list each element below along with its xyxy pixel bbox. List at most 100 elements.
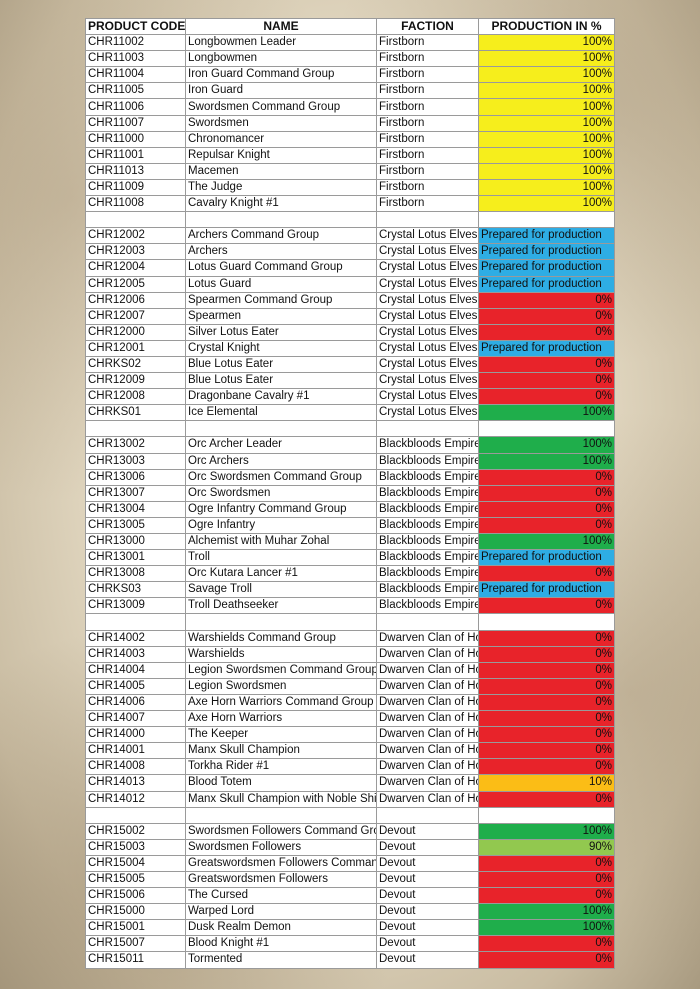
product-code-cell: CHR14012 [85,790,186,808]
faction-cell: Devout [376,951,479,969]
name-cell: Orc Swordsmen [185,484,377,502]
name-cell: Orc Kutara Lancer #1 [185,565,377,583]
product-code-cell: CHR15002 [85,822,186,840]
name-cell: Spearmen [185,307,377,325]
product-code-cell: CHR12003 [85,243,186,261]
faction-cell: Firstborn [376,50,479,68]
name-cell: The Judge [185,178,377,197]
product-code-cell: CHR14004 [85,661,186,679]
product-code-cell: CHR13008 [85,565,186,583]
production-cell: 0% [478,661,615,679]
product-code-cell: CHR15003 [85,838,186,856]
faction-cell: Blackbloods Empire [376,484,479,502]
name-cell: Axe Horn Warriors Command Group [185,693,377,712]
name-cell: Blue Lotus Eater [185,355,377,374]
name-cell: Dragonbane Cavalry #1 [185,388,377,406]
name-cell: Swordsmen [185,114,377,132]
production-cell: 90% [478,838,615,856]
table-row: CHR11000 Chronomancer Firstborn 100% [85,130,615,148]
name-cell: Orc Archer Leader [185,436,377,454]
name-cell: Ogre Infantry [185,516,377,535]
empty-cell [478,211,615,229]
name-cell: Longbowmen Leader [185,34,377,52]
table-row: CHR15003 Swordsmen Followers Devout 90% [85,838,615,856]
name-cell: Orc Swordsmen Command Group [185,468,377,486]
product-code-cell: CHR12004 [85,259,186,277]
table-row: CHR15011 Tormented Devout 0% [85,951,615,969]
production-cell: 100% [478,114,615,132]
product-code-cell: CHR15005 [85,870,186,889]
production-cell: 0% [478,468,615,486]
faction-cell: Blackbloods Empire [376,452,479,470]
faction-cell: Blackbloods Empire [376,436,479,454]
name-cell: Archers Command Group [185,227,377,245]
name-cell: Blood Knight #1 [185,935,377,953]
table-row: CHR15000 Warped Lord Devout 100% [85,903,615,921]
product-code-cell: CHR14000 [85,726,186,744]
table-row: CHR12002 Archers Command Group Crystal Lot… [85,227,615,245]
name-cell: The Keeper [185,726,377,744]
name-cell: Lotus Guard Command Group [185,259,377,277]
production-cell: 100% [478,532,615,551]
product-code-cell: CHRKS01 [85,404,186,422]
production-cell: Prepared for production [478,227,615,245]
production-cell: 0% [478,484,615,502]
production-cell: 100% [478,50,615,68]
product-code-cell: CHR15007 [85,935,186,953]
production-cell: Prepared for production [478,581,615,599]
production-table: PRODUCT CODE NAME FACTION PRODUCTION IN … [85,17,615,969]
production-cell: 100% [478,452,615,470]
production-cell: 0% [478,870,615,889]
faction-cell: Crystal Lotus Elves [376,291,479,309]
product-code-cell: CHR13000 [85,532,186,551]
faction-cell: Blackbloods Empire [376,581,479,599]
table-row: CHR13000 Alchemist with Muhar Zohal Blackb… [85,532,615,551]
table-row: CHR14002 Warshields Command Group Dwarven … [85,629,615,647]
name-cell: Greatswordsmen Followers Commanc [185,854,377,872]
product-code-cell: CHR11003 [85,50,186,68]
production-cell: 100% [478,919,615,937]
faction-cell: Blackbloods Empire [376,532,479,551]
table-row: CHR13007 Orc Swordsmen Blackbloods Empire 0… [85,484,615,502]
name-cell: Swordsmen Command Group [185,98,377,116]
header-name: NAME [185,17,377,36]
production-cell: 0% [478,951,615,969]
product-code-cell: CHR15001 [85,919,186,937]
faction-cell: Firstborn [376,146,479,164]
faction-cell: Crystal Lotus Elves [376,372,479,390]
production-cell: 0% [478,516,615,535]
table-row: CHR14001 Manx Skull Champion Dwarven Clan … [85,742,615,760]
header-product-code: PRODUCT CODE [85,17,186,36]
table-row: CHR13006 Orc Swordsmen Command Group Black… [85,468,615,486]
product-code-cell: CHR12002 [85,227,186,245]
faction-cell: Dwarven Clan of Ho [376,710,479,728]
faction-cell: Firstborn [376,130,479,148]
production-cell: 100% [478,146,615,164]
faction-cell: Devout [376,854,479,872]
table-row: CHR12005 Lotus Guard Crystal Lotus Elves Pr… [85,275,615,293]
faction-cell: Firstborn [376,34,479,52]
separator-row [85,211,615,229]
faction-cell: Dwarven Clan of Ho [376,693,479,712]
header-row: PRODUCT CODE NAME FACTION PRODUCTION IN … [85,17,615,36]
faction-cell: Dwarven Clan of Ho [376,758,479,776]
product-code-cell: CHRKS03 [85,581,186,599]
faction-cell: Dwarven Clan of Ho [376,742,479,760]
production-cell: 100% [478,66,615,84]
faction-cell: Dwarven Clan of Ho [376,661,479,679]
product-code-cell: CHR12000 [85,323,186,341]
production-cell: 0% [478,565,615,583]
product-code-cell: CHR11009 [85,178,186,197]
table-row: CHR15006 The Cursed Devout 0% [85,887,615,905]
name-cell: Alchemist with Muhar Zohal [185,532,377,551]
production-cell: 100% [478,98,615,116]
name-cell: Dusk Realm Demon [185,919,377,937]
name-cell: Blue Lotus Eater [185,372,377,390]
name-cell: Tormented [185,951,377,969]
table-row: CHR12004 Lotus Guard Command Group Crystal… [85,259,615,277]
name-cell: Torkha Rider #1 [185,758,377,776]
product-code-cell: CHR12009 [85,372,186,390]
production-cell: 0% [478,629,615,647]
product-code-cell: CHR11013 [85,162,186,180]
table-row: CHR12006 Spearmen Command Group Crystal Lo… [85,291,615,309]
